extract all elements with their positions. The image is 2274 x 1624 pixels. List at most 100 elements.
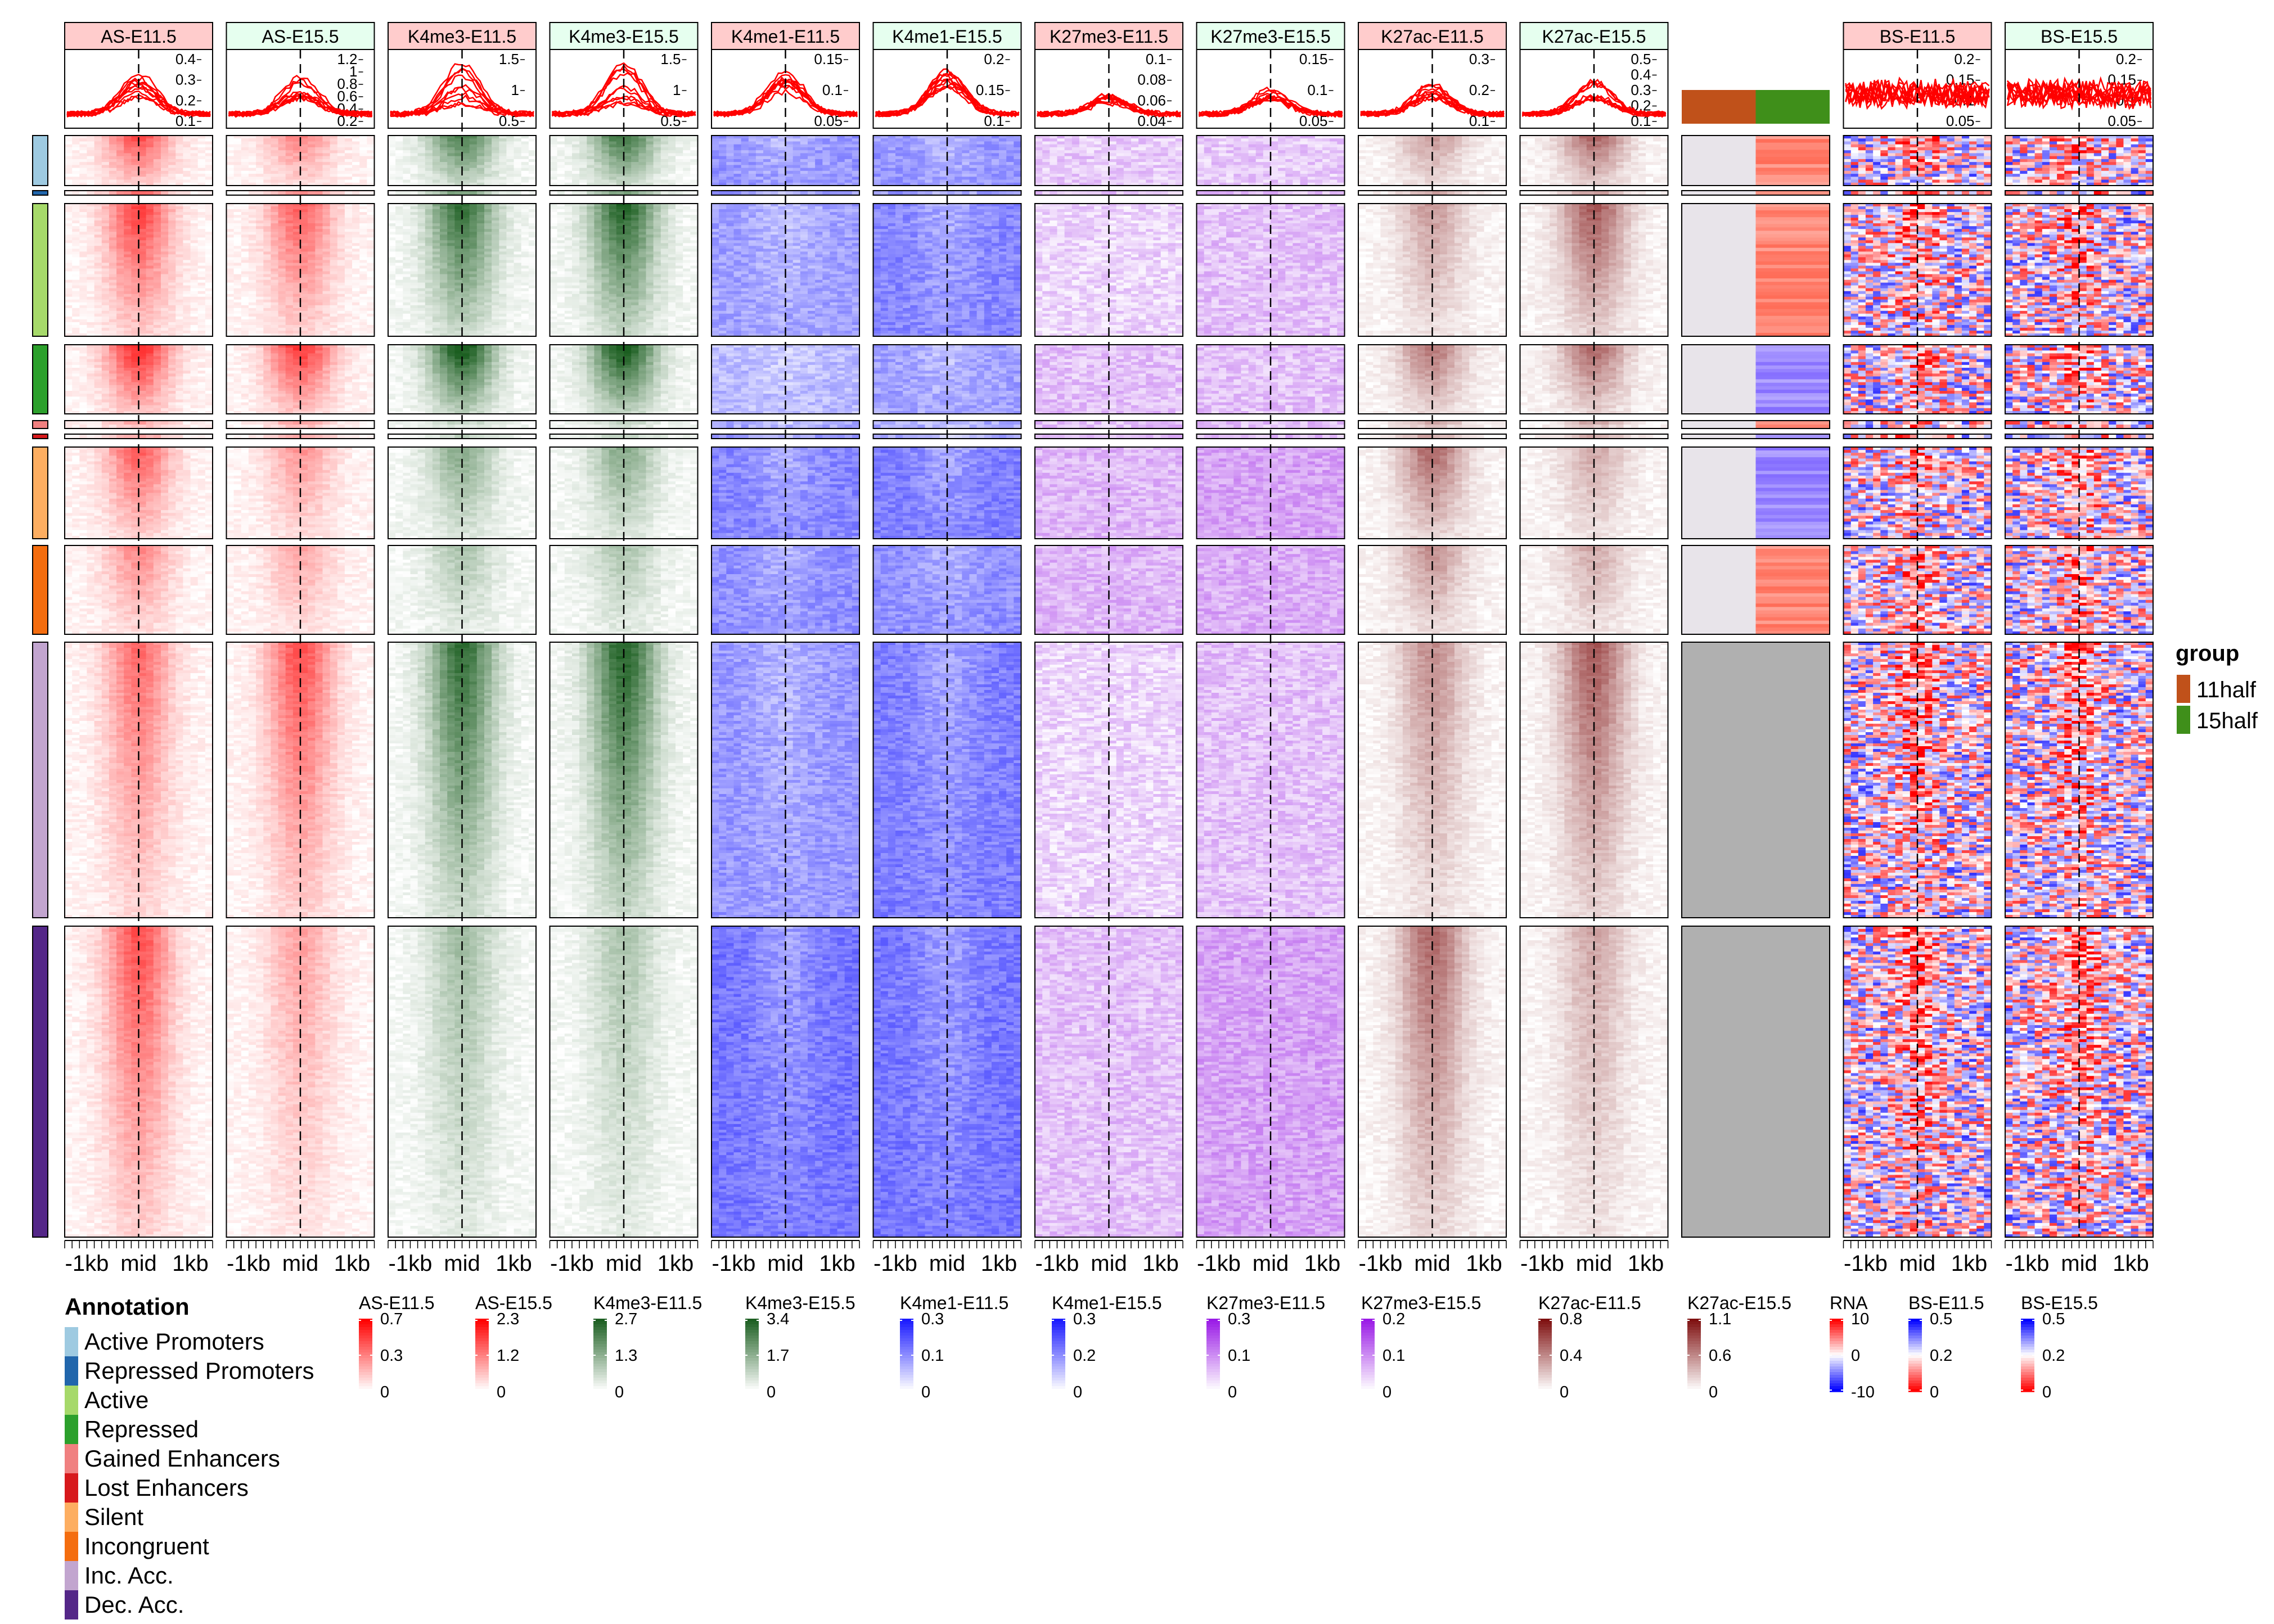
heatmap-cell bbox=[139, 305, 147, 309]
heatmap-cell bbox=[131, 215, 139, 218]
heatmap-cell bbox=[161, 300, 169, 303]
heatmap-cell bbox=[124, 353, 132, 357]
heatmap-cell bbox=[102, 305, 110, 309]
heatmap-cell bbox=[102, 325, 110, 328]
heatmap-cell bbox=[198, 180, 206, 183]
heatmap-cell bbox=[131, 331, 139, 334]
heatmap-cell bbox=[161, 319, 169, 323]
heatmap-cell bbox=[65, 311, 73, 314]
heatmap-cell bbox=[205, 249, 213, 252]
heatmap-cell bbox=[146, 269, 154, 272]
heatmap-cell bbox=[175, 371, 183, 374]
heatmap-cell bbox=[139, 263, 147, 266]
heatmap-cell bbox=[109, 325, 117, 328]
heatmap-cell bbox=[124, 286, 132, 289]
heatmap-cell bbox=[109, 280, 117, 283]
heatmap-cell bbox=[139, 294, 147, 297]
heatmap-cell bbox=[205, 368, 213, 371]
heatmap-cell bbox=[94, 266, 102, 269]
heatmap-cell bbox=[161, 322, 169, 326]
heatmap-cell bbox=[72, 294, 80, 297]
heatmap-cell bbox=[102, 237, 110, 241]
heatmap-cell bbox=[154, 180, 161, 183]
heatmap-cell bbox=[109, 263, 117, 266]
heatmap-cell bbox=[94, 174, 102, 177]
heatmap-cell bbox=[161, 251, 169, 255]
heatmap-cell bbox=[198, 249, 206, 252]
heatmap-cell bbox=[65, 209, 73, 213]
heatmap-cell bbox=[109, 331, 117, 334]
heatmap-cell bbox=[161, 277, 169, 281]
annotation-bar-silent bbox=[33, 447, 48, 539]
heatmap-cell bbox=[198, 156, 206, 160]
heatmap-cell bbox=[198, 159, 206, 163]
heatmap-cell bbox=[102, 300, 110, 303]
heatmap-cell bbox=[139, 365, 147, 368]
heatmap-cell bbox=[94, 246, 102, 249]
heatmap-cell bbox=[175, 305, 183, 309]
heatmap-cell bbox=[154, 215, 161, 218]
heatmap-cell bbox=[124, 317, 132, 320]
heatmap-cell bbox=[146, 223, 154, 227]
heatmap-cell bbox=[102, 232, 110, 235]
heatmap-cell bbox=[183, 138, 191, 142]
heatmap-cell bbox=[198, 223, 206, 227]
heatmap-cell bbox=[131, 254, 139, 258]
profile-tick-label: 0.4 bbox=[175, 51, 196, 67]
heatmap-cell bbox=[183, 376, 191, 380]
heatmap-cell bbox=[116, 232, 124, 235]
heatmap-cell bbox=[124, 165, 132, 168]
heatmap-cell bbox=[161, 362, 169, 366]
heatmap-cell bbox=[65, 362, 73, 366]
heatmap-cell bbox=[154, 308, 161, 312]
heatmap-cell bbox=[154, 280, 161, 283]
heatmap-cell bbox=[168, 359, 176, 363]
heatmap-cell bbox=[154, 168, 161, 172]
heatmap-cell bbox=[102, 257, 110, 260]
heatmap-cell bbox=[175, 280, 183, 283]
heatmap-cell bbox=[191, 215, 199, 218]
heatmap-cell bbox=[79, 237, 87, 241]
heatmap-cell bbox=[116, 171, 124, 174]
heatmap-cell bbox=[168, 283, 176, 286]
heatmap-cell bbox=[139, 218, 147, 221]
heatmap-cell bbox=[191, 380, 199, 383]
heatmap-cell bbox=[87, 300, 94, 303]
heatmap-cell bbox=[131, 291, 139, 295]
heatmap-cell bbox=[102, 373, 110, 377]
heatmap-cell bbox=[79, 380, 87, 383]
heatmap-cell bbox=[72, 147, 80, 151]
heatmap-cell bbox=[175, 272, 183, 275]
heatmap-cell bbox=[154, 145, 161, 148]
heatmap-cell bbox=[116, 251, 124, 255]
heatmap-cell bbox=[154, 226, 161, 229]
heatmap-cell bbox=[131, 153, 139, 156]
heatmap-cell bbox=[191, 359, 199, 363]
heatmap-cell bbox=[79, 215, 87, 218]
heatmap-cell bbox=[72, 159, 80, 163]
heatmap-cell bbox=[124, 294, 132, 297]
heatmap-cell bbox=[79, 322, 87, 326]
heatmap-cell bbox=[79, 328, 87, 331]
annotation-bar-active bbox=[33, 204, 48, 336]
heatmap-cell bbox=[168, 365, 176, 368]
heatmap-cell bbox=[116, 371, 124, 374]
heatmap-cell bbox=[65, 365, 73, 368]
heatmap-cell bbox=[131, 274, 139, 278]
heatmap-cell bbox=[116, 209, 124, 213]
heatmap-cell bbox=[79, 165, 87, 168]
heatmap-cell bbox=[161, 308, 169, 312]
heatmap-cell bbox=[154, 353, 161, 357]
heatmap-cell bbox=[175, 145, 183, 148]
heatmap-cell bbox=[87, 165, 94, 168]
heatmap-cell bbox=[131, 243, 139, 246]
heatmap-cell bbox=[116, 283, 124, 286]
heatmap-cell bbox=[65, 249, 73, 252]
heatmap-cell bbox=[161, 371, 169, 374]
column-as-e11-5: AS-E11.50.40.30.20.1-1kb mid 1kb bbox=[65, 22, 213, 1276]
heatmap-cell bbox=[191, 348, 199, 351]
heatmap-cell bbox=[198, 246, 206, 249]
heatmap-cell bbox=[139, 212, 147, 215]
heatmap-cell bbox=[175, 226, 183, 229]
heatmap-cell bbox=[146, 142, 154, 145]
